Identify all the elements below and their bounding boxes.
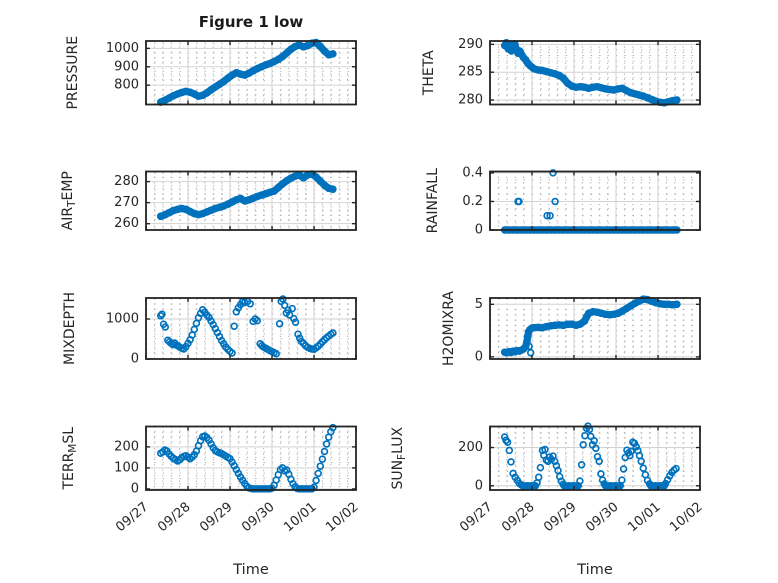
series-h2omixra-0 [500, 295, 681, 357]
tick-marks [145, 426, 357, 490]
svg-text:0: 0 [475, 223, 483, 238]
svg-text:1000: 1000 [106, 312, 139, 327]
y-tick-labels: 280 285 290 [458, 37, 483, 108]
subplot-rainfall: 0 0.2 0.4 RAINFALL [425, 165, 701, 238]
y-tick-labels: 0 200 [458, 440, 483, 493]
svg-text:200: 200 [458, 440, 483, 455]
y-axis-label-theta: THETA [421, 50, 437, 96]
tick-marks [489, 298, 701, 359]
tick-marks [145, 171, 357, 230]
series-pressure-0 [156, 38, 337, 106]
y-axis-label-mixdepth: MIXDEPTH [62, 292, 78, 365]
figure-title: Figure 1 low [198, 13, 304, 31]
subplot-mixdepth: 0 1000 MIXDEPTH [62, 292, 357, 367]
svg-text:09/27: 09/27 [457, 500, 495, 536]
minor-grid [146, 171, 356, 230]
x-axis-title: Time [576, 562, 613, 578]
y-axis-label-h2omixra: H2OMIXRA [441, 291, 457, 366]
y-axis-label-pressure: PRESSURE [65, 36, 81, 110]
svg-text:10/01: 10/01 [625, 500, 663, 536]
svg-text:10/02: 10/02 [323, 500, 361, 536]
svg-text:0.4: 0.4 [462, 165, 483, 180]
svg-text:800: 800 [114, 78, 139, 93]
svg-text:0.2: 0.2 [462, 194, 483, 209]
y-axis-label-terrmsl: TERRMSL [61, 427, 79, 491]
subplot-pressure: 800 900 1000 PRESSURE [65, 36, 357, 110]
svg-text:0: 0 [131, 481, 139, 496]
subplot-theta: 280 285 290 THETA [421, 37, 701, 108]
svg-text:09/28: 09/28 [499, 500, 537, 536]
series-rainfall-1 [514, 169, 559, 220]
svg-text:09/29: 09/29 [541, 500, 579, 536]
series-mixdepth-0 [156, 295, 337, 358]
svg-text:09/30: 09/30 [583, 500, 621, 536]
series-sunflux-4 [647, 482, 669, 490]
svg-text:5: 5 [475, 297, 483, 312]
x-tick-labels: 09/27 09/28 09/29 09/30 10/01 10/02 [457, 500, 705, 536]
series-h2omixra-1 [525, 342, 535, 357]
series-sunflux-3 [601, 482, 624, 490]
svg-text:280: 280 [458, 93, 483, 108]
svg-text:09/30: 09/30 [239, 500, 277, 536]
svg-text:09/28: 09/28 [155, 500, 193, 536]
major-grid [490, 41, 700, 105]
svg-text:10/01: 10/01 [281, 500, 319, 536]
svg-text:280: 280 [114, 174, 139, 189]
major-grid [490, 171, 700, 230]
tick-marks [489, 41, 701, 105]
x-tick-labels: 09/27 09/28 09/29 09/30 10/01 10/02 [113, 500, 361, 536]
svg-text:100: 100 [114, 460, 139, 475]
svg-text:09/29: 09/29 [197, 500, 235, 536]
subplot-airtemp: 260 270 280 AIRTEMP [60, 170, 357, 231]
svg-text:285: 285 [458, 65, 483, 80]
svg-text:900: 900 [114, 59, 139, 74]
svg-text:0: 0 [475, 478, 483, 493]
minor-grid [490, 171, 700, 230]
y-tick-labels: 05 [475, 297, 483, 365]
y-axis-label-sunflux: SUNFLUX [390, 427, 408, 490]
tick-marks [145, 298, 357, 360]
series-sunflux-1 [519, 482, 540, 490]
series-sunflux-2 [560, 482, 582, 490]
svg-text:1000: 1000 [106, 41, 139, 56]
y-axis-label-rainfall: RAINFALL [425, 168, 441, 233]
y-tick-labels: 0 100 200 [114, 439, 139, 496]
y-tick-labels: 0 1000 [106, 312, 139, 367]
subplot-sunflux: 0 200 SUNFLUX 09/27 09/28 09/29 09/30 10/01 10/0… [390, 422, 706, 578]
svg-text:200: 200 [114, 439, 139, 454]
svg-text:290: 290 [458, 37, 483, 52]
svg-text:260: 260 [114, 216, 139, 231]
series-theta-0 [500, 38, 681, 107]
tick-marks [489, 171, 701, 231]
y-tick-labels: 0 0.2 0.4 [462, 165, 483, 237]
tick-marks [145, 41, 357, 105]
subplot-terrmsl: 0 100 200 TERRMSL 09/27 09/28 09/29 09/30 10/01 1… [61, 423, 362, 578]
y-axis-label-airtemp: AIRTEMP [60, 171, 78, 230]
y-tick-labels: 800 900 1000 [106, 41, 139, 93]
y-tick-labels: 260 270 280 [114, 174, 139, 231]
svg-text:0: 0 [475, 349, 483, 364]
svg-text:270: 270 [114, 195, 139, 210]
svg-text:10/02: 10/02 [667, 500, 705, 536]
svg-text:0: 0 [131, 352, 139, 367]
tick-marks [489, 426, 701, 490]
x-axis-title: Time [232, 562, 269, 578]
svg-text:09/27: 09/27 [113, 500, 151, 536]
